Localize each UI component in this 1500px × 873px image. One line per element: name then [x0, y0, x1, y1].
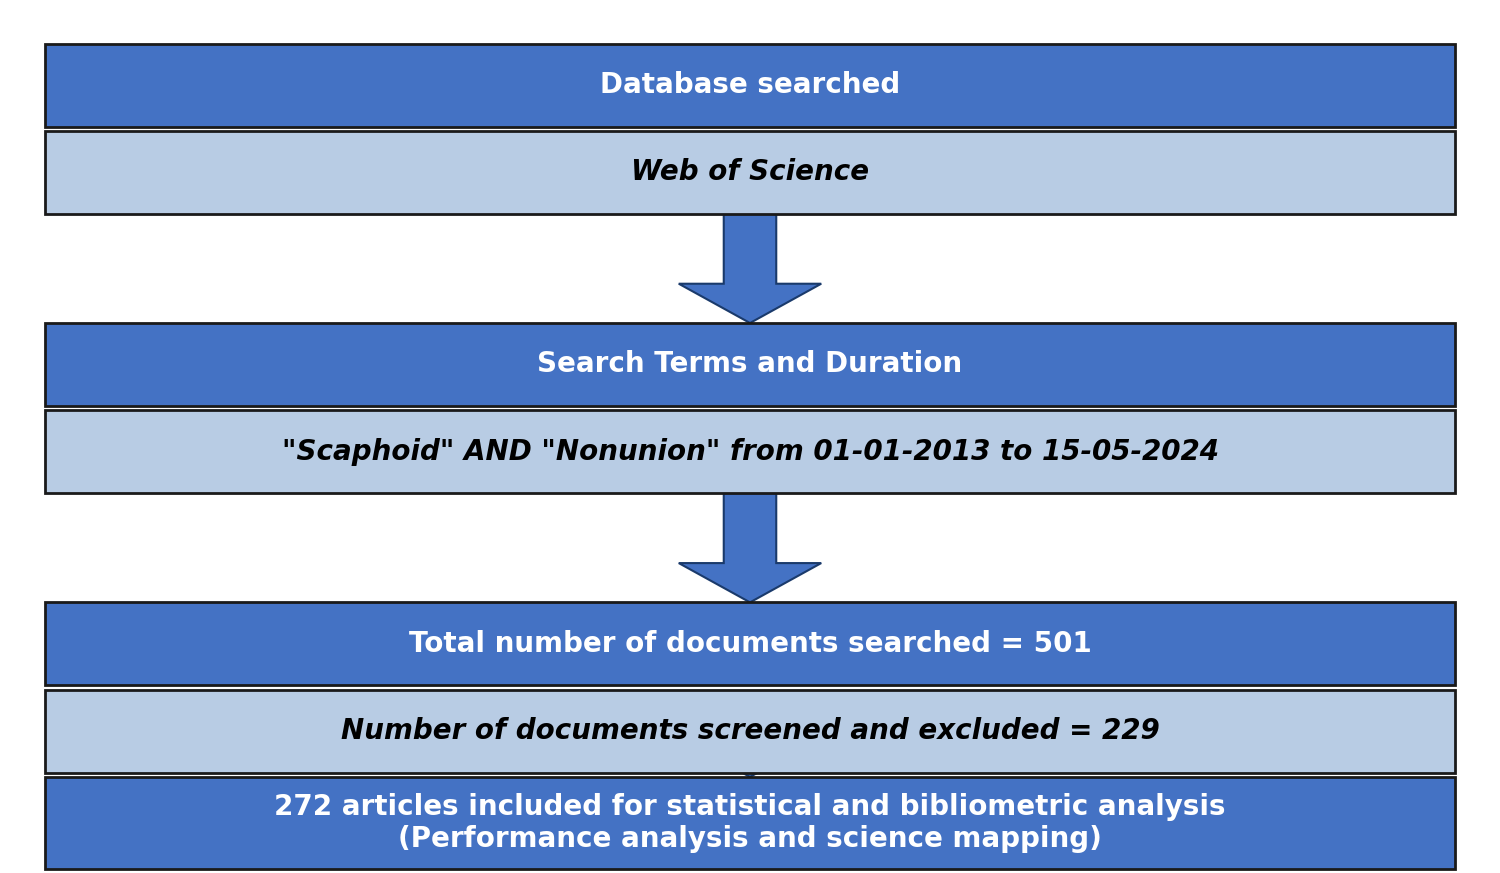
- FancyBboxPatch shape: [45, 690, 1455, 773]
- FancyBboxPatch shape: [45, 323, 1455, 406]
- Text: 272 articles included for statistical and bibliometric analysis
(Performance ana: 272 articles included for statistical an…: [274, 793, 1226, 853]
- FancyBboxPatch shape: [45, 777, 1455, 869]
- Text: Total number of documents searched = 501: Total number of documents searched = 501: [408, 629, 1092, 658]
- FancyBboxPatch shape: [45, 44, 1455, 127]
- FancyBboxPatch shape: [45, 602, 1455, 685]
- Text: Search Terms and Duration: Search Terms and Duration: [537, 350, 963, 379]
- Text: Number of documents screened and excluded = 229: Number of documents screened and exclude…: [340, 717, 1160, 746]
- Polygon shape: [678, 493, 822, 602]
- Polygon shape: [678, 214, 822, 323]
- FancyBboxPatch shape: [45, 131, 1455, 214]
- Text: Web of Science: Web of Science: [632, 158, 868, 187]
- Text: Database searched: Database searched: [600, 71, 900, 100]
- Text: "Scaphoid" AND "Nonunion" from 01-01-2013 to 15-05-2024: "Scaphoid" AND "Nonunion" from 01-01-201…: [282, 437, 1218, 466]
- Polygon shape: [678, 738, 822, 777]
- FancyBboxPatch shape: [45, 410, 1455, 493]
